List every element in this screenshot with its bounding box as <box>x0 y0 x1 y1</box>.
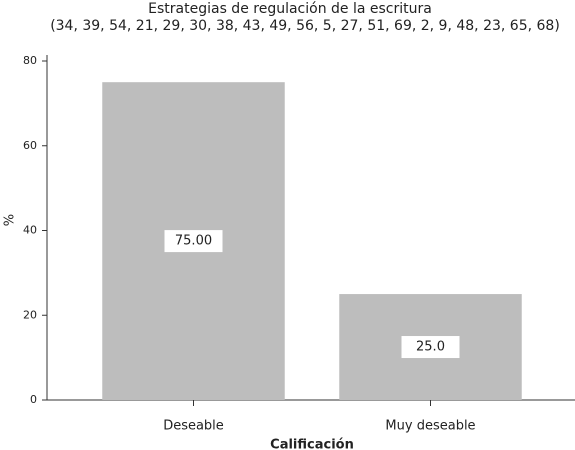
chart-title: Estrategias de regulación de la escritur… <box>148 1 432 17</box>
value-label-box <box>401 336 460 359</box>
x-tick-label: Muy deseable <box>385 419 475 434</box>
value-label: 75.00 <box>175 234 212 249</box>
chart-subtitle: (34, 39, 54, 21, 29, 30, 38, 43, 49, 56,… <box>50 18 560 34</box>
x-axis-label: Calificación <box>270 438 354 450</box>
value-label: 25.0 <box>416 340 445 355</box>
value-label-box <box>164 230 223 253</box>
x-tick-label: Deseable <box>163 419 224 434</box>
y-tick-label: 0 <box>30 393 37 406</box>
y-tick-label: 60 <box>23 139 37 152</box>
y-tick-label: 20 <box>23 308 37 321</box>
y-tick-label: 40 <box>23 224 37 237</box>
y-tick-label: 80 <box>23 54 37 67</box>
y-axis-label: % <box>3 214 18 226</box>
